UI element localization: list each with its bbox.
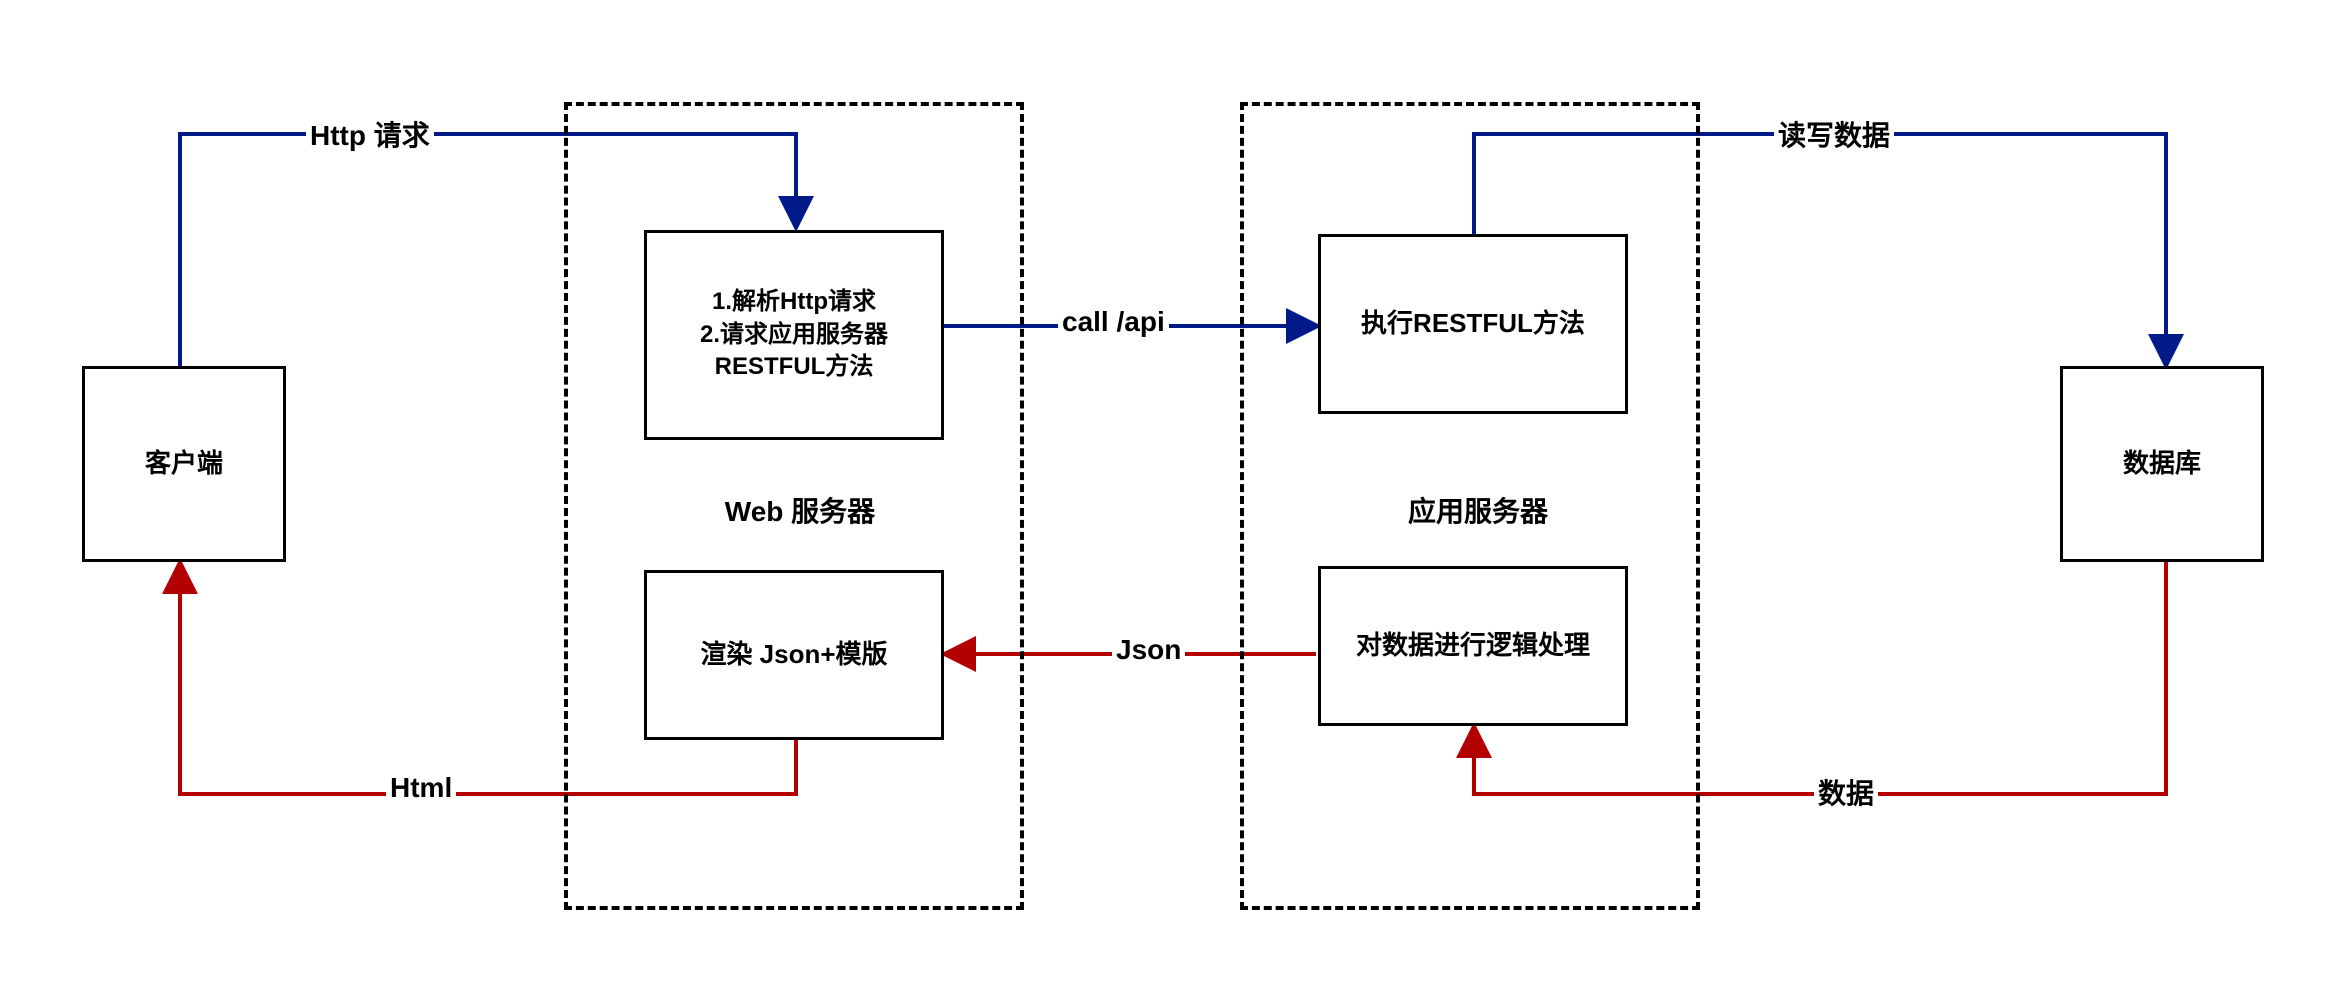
app-exec-node: 执行RESTFUL方法 [1318, 234, 1628, 414]
label-http-request: Http 请求 [306, 114, 434, 154]
web-parse-label: 1.解析Http请求 2.请求应用服务器RESTFUL方法 [655, 286, 933, 383]
label-json-back: Json [1112, 634, 1185, 666]
database-label: 数据库 [2123, 446, 2201, 481]
label-call-api: call /api [1058, 306, 1169, 338]
client-label: 客户端 [145, 446, 223, 481]
label-html-back: Html [386, 772, 456, 804]
client-node: 客户端 [82, 366, 286, 562]
web-render-label: 渲染 Json+模版 [700, 637, 887, 672]
database-node: 数据库 [2060, 366, 2264, 562]
label-read-write: 读写数据 [1774, 114, 1894, 154]
app-process-label: 对数据进行逻辑处理 [1356, 628, 1590, 663]
app-exec-label: 执行RESTFUL方法 [1361, 306, 1585, 341]
web-server-label: Web 服务器 [720, 490, 880, 530]
app-process-node: 对数据进行逻辑处理 [1318, 566, 1628, 726]
web-render-node: 渲染 Json+模版 [644, 570, 944, 740]
app-server-label: 应用服务器 [1398, 490, 1558, 530]
label-data-back: 数据 [1814, 772, 1878, 812]
diagram-canvas: 客户端 1.解析Http请求 2.请求应用服务器RESTFUL方法 渲染 Jso… [0, 0, 2344, 1004]
web-parse-node: 1.解析Http请求 2.请求应用服务器RESTFUL方法 [644, 230, 944, 440]
